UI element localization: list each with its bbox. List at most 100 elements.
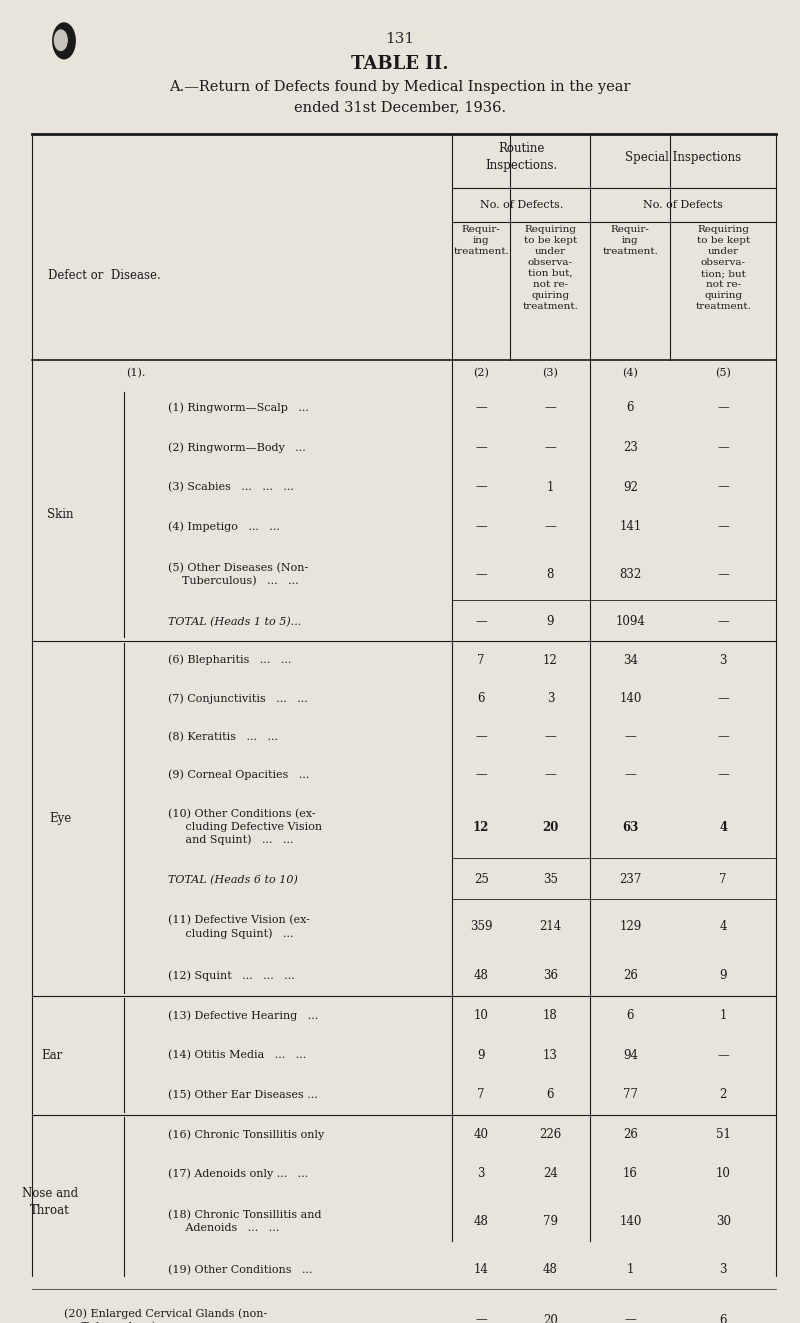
Text: 20: 20	[542, 820, 558, 833]
Text: 359: 359	[470, 921, 493, 933]
Text: 20: 20	[543, 1314, 558, 1323]
Text: 3: 3	[546, 692, 554, 705]
Text: 10: 10	[716, 1167, 730, 1180]
Text: 26: 26	[623, 1127, 638, 1140]
Text: (2): (2)	[474, 368, 489, 378]
Text: Special Inspections: Special Inspections	[625, 151, 742, 164]
Text: 237: 237	[619, 873, 642, 886]
Text: (12) Squint   ...   ...   ...: (12) Squint ... ... ...	[168, 970, 294, 980]
Text: —: —	[718, 441, 729, 454]
Text: (11) Defective Vision (ex-
     cluding Squint)   ...: (11) Defective Vision (ex- cluding Squin…	[168, 916, 310, 938]
Text: (4) Impetigo   ...   ...: (4) Impetigo ... ...	[168, 521, 280, 532]
Text: —: —	[545, 401, 556, 414]
Text: (3) Scabies   ...   ...   ...: (3) Scabies ... ... ...	[168, 482, 294, 492]
Text: Requir-
ing
treatment.: Requir- ing treatment.	[602, 225, 658, 255]
Text: 94: 94	[623, 1049, 638, 1061]
Text: 9: 9	[546, 615, 554, 628]
Text: —: —	[625, 769, 636, 782]
Text: 140: 140	[619, 1216, 642, 1228]
Text: TABLE II.: TABLE II.	[351, 54, 449, 73]
Text: 16: 16	[623, 1167, 638, 1180]
Text: (17) Adenoids only ...   ...: (17) Adenoids only ... ...	[168, 1168, 308, 1179]
Text: —: —	[475, 480, 487, 493]
Text: 14: 14	[474, 1263, 489, 1277]
Text: 6: 6	[719, 1314, 727, 1323]
Text: 7: 7	[719, 873, 727, 886]
Text: 129: 129	[619, 921, 642, 933]
Text: (9) Corneal Opacities   ...: (9) Corneal Opacities ...	[168, 770, 310, 781]
Text: 24: 24	[543, 1167, 558, 1180]
Text: (10) Other Conditions (ex-
     cluding Defective Vision
     and Squint)   ... : (10) Other Conditions (ex- cluding Defec…	[168, 810, 322, 845]
Text: —: —	[475, 441, 487, 454]
Text: 12: 12	[473, 820, 490, 833]
Text: 3: 3	[719, 654, 727, 667]
Text: 1: 1	[719, 1009, 727, 1023]
Text: (4): (4)	[622, 368, 638, 378]
Text: Eye: Eye	[49, 812, 71, 824]
Text: 13: 13	[543, 1049, 558, 1061]
Text: 4: 4	[719, 820, 727, 833]
Text: 92: 92	[623, 480, 638, 493]
Text: 25: 25	[474, 873, 489, 886]
Text: Ear: Ear	[42, 1049, 62, 1061]
Text: (5) Other Diseases (Non-
    Tuberculous)   ...   ...: (5) Other Diseases (Non- Tuberculous) ..…	[168, 564, 308, 586]
Text: Skin: Skin	[46, 508, 74, 521]
Text: 3: 3	[719, 1263, 727, 1277]
Text: Nose and
Throat: Nose and Throat	[22, 1187, 78, 1217]
Text: 4: 4	[719, 921, 727, 933]
Circle shape	[53, 22, 75, 58]
Text: —: —	[718, 568, 729, 581]
Text: —: —	[625, 730, 636, 744]
Text: —: —	[475, 520, 487, 533]
Text: 1: 1	[626, 1263, 634, 1277]
Text: (15) Other Ear Diseases ...: (15) Other Ear Diseases ...	[168, 1090, 318, 1099]
Text: 26: 26	[623, 968, 638, 982]
Text: 832: 832	[619, 568, 642, 581]
Text: —: —	[545, 441, 556, 454]
Text: 36: 36	[543, 968, 558, 982]
Text: —: —	[475, 769, 487, 782]
Text: 77: 77	[623, 1089, 638, 1101]
Text: Defect or  Disease.: Defect or Disease.	[48, 270, 161, 282]
Text: 6: 6	[478, 692, 485, 705]
Text: 140: 140	[619, 692, 642, 705]
Text: 48: 48	[474, 1216, 489, 1228]
Text: —: —	[545, 520, 556, 533]
Text: (3): (3)	[542, 368, 558, 378]
Text: —: —	[475, 730, 487, 744]
Text: —: —	[475, 401, 487, 414]
Text: 35: 35	[543, 873, 558, 886]
Text: 141: 141	[619, 520, 642, 533]
Text: No. of Defects: No. of Defects	[643, 200, 723, 210]
Text: —: —	[475, 1314, 487, 1323]
Text: —: —	[545, 730, 556, 744]
Text: 7: 7	[478, 1089, 485, 1101]
Text: 9: 9	[478, 1049, 485, 1061]
Text: (2) Ringworm—Body   ...: (2) Ringworm—Body ...	[168, 442, 306, 452]
Text: 10: 10	[474, 1009, 489, 1023]
Text: 34: 34	[623, 654, 638, 667]
Text: —: —	[718, 692, 729, 705]
Text: 63: 63	[622, 820, 638, 833]
Text: —: —	[718, 520, 729, 533]
Text: No. of Defects.: No. of Defects.	[479, 200, 563, 210]
Text: 40: 40	[474, 1127, 489, 1140]
Text: 6: 6	[626, 401, 634, 414]
Text: 6: 6	[546, 1089, 554, 1101]
Text: —: —	[718, 401, 729, 414]
Text: TOTAL (Heads 1 to 5)...: TOTAL (Heads 1 to 5)...	[168, 617, 302, 627]
Text: 79: 79	[543, 1216, 558, 1228]
Text: 30: 30	[716, 1216, 730, 1228]
Text: 23: 23	[623, 441, 638, 454]
Text: (20) Enlarged Cervical Glands (non-
     Tuberculous)   ...   ...   ...: (20) Enlarged Cervical Glands (non- Tube…	[64, 1308, 267, 1323]
Text: (18) Chronic Tonsillitis and
     Adenoids   ...   ...: (18) Chronic Tonsillitis and Adenoids ..…	[168, 1211, 322, 1233]
Text: 7: 7	[478, 654, 485, 667]
Circle shape	[54, 30, 67, 50]
Text: 6: 6	[626, 1009, 634, 1023]
Text: 3: 3	[478, 1167, 485, 1180]
Text: 48: 48	[474, 968, 489, 982]
Text: 2: 2	[719, 1089, 727, 1101]
Text: —: —	[475, 615, 487, 628]
Text: 1094: 1094	[615, 615, 646, 628]
Text: —: —	[475, 568, 487, 581]
